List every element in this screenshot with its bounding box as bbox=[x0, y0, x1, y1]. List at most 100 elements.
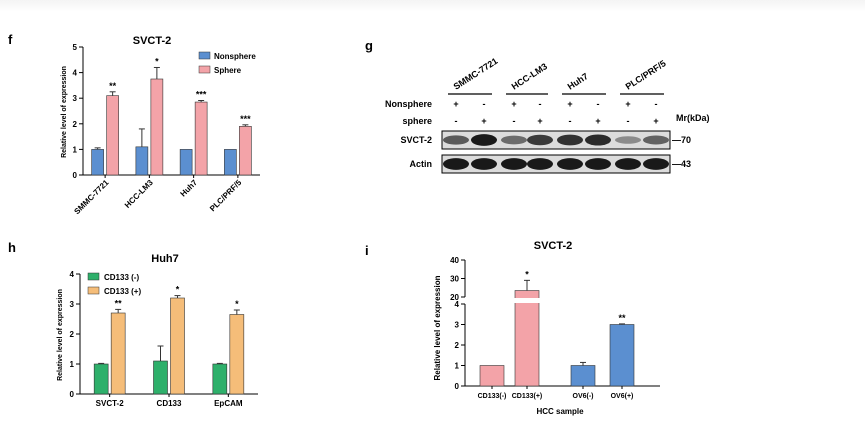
bar-nonsphere-plc-prf-5 bbox=[224, 149, 237, 176]
bar-sphere-hcc-lm3 bbox=[150, 78, 164, 176]
x-axis-label-i: HCC sample bbox=[536, 407, 584, 416]
y-tick-label-f: 3 bbox=[73, 94, 78, 103]
band-actin-lane-6 bbox=[585, 158, 611, 170]
panel-letter-h: h bbox=[8, 240, 16, 255]
bar-sphere-huh7 bbox=[194, 101, 208, 176]
mw-label-svct-2: —70 bbox=[672, 135, 691, 145]
legend-label-cd133-pos: CD133 (+) bbox=[104, 287, 141, 296]
y-tick-label-f: 0 bbox=[73, 171, 78, 180]
cell-line-label-huh7: Huh7 bbox=[566, 71, 590, 92]
panel-f: f SVCT-2 Relative level of expression 0 1… bbox=[8, 32, 260, 216]
significance-plc-prf-5: *** bbox=[240, 114, 251, 124]
chart-title-f: SVCT-2 bbox=[133, 35, 172, 47]
cell-line-label-smmc-7721: SMMC-7721 bbox=[452, 56, 500, 92]
chart-title-h: Huh7 bbox=[151, 253, 179, 265]
band-actin-lane-2 bbox=[471, 158, 497, 170]
band-svct-2-lane-3 bbox=[501, 135, 527, 145]
significance-cd133: * bbox=[176, 285, 180, 295]
significance-svct-2: ** bbox=[115, 298, 123, 308]
y-tick-label-h: 0 bbox=[70, 390, 75, 399]
y-tick-label-f: 5 bbox=[73, 43, 78, 52]
x-tick-label-hcc-lm3: HCC-LM3 bbox=[123, 178, 155, 210]
band-actin-lane-4 bbox=[527, 158, 553, 170]
band-actin-lane-3 bbox=[501, 158, 527, 170]
band-svct-2-lane-2 bbox=[471, 134, 497, 146]
significance-ov6: ** bbox=[618, 313, 626, 323]
y-tick-label-i: 1 bbox=[455, 362, 460, 371]
legend-swatch-sphere bbox=[198, 65, 211, 74]
nonsphere-sign-lane-4: - bbox=[539, 99, 542, 109]
x-tick-label-cd133: CD133 bbox=[157, 399, 182, 408]
blot-label-actin: Actin bbox=[410, 159, 433, 169]
sphere-sign-lane-1: - bbox=[455, 116, 458, 126]
y-tick-label-h: 1 bbox=[70, 360, 75, 369]
significance-cd133: * bbox=[525, 269, 529, 279]
panel-h: h Huh7 Relative level of expression 0 1 2 3… bbox=[8, 240, 258, 408]
y-tick-label-f: 2 bbox=[73, 120, 78, 129]
bar-cd133-svct-2 bbox=[93, 363, 109, 395]
significance-hcc-lm3: * bbox=[155, 56, 159, 66]
x-tick-label-smmc-7721: SMMC-7721 bbox=[72, 178, 111, 217]
band-svct-2-lane-8 bbox=[643, 135, 669, 145]
bar-sphere-plc-prf-5 bbox=[239, 126, 252, 176]
y-axis-label-f: Relative level of expression bbox=[61, 66, 68, 158]
band-actin-lane-5 bbox=[557, 158, 583, 170]
blot-label-svct-2: SVCT-2 bbox=[400, 135, 432, 145]
y-axis-label-i: Relative level of expression bbox=[433, 275, 442, 380]
row-label-sphere: sphere bbox=[402, 116, 432, 126]
mw-label-actin: —43 bbox=[672, 159, 691, 169]
band-svct-2-lane-4 bbox=[527, 134, 553, 146]
legend-h: CD133 (-) CD133 (+) bbox=[87, 272, 141, 296]
nonsphere-sign-lane-8: - bbox=[655, 99, 658, 109]
y-tick-label-i: 30 bbox=[450, 275, 459, 284]
sphere-sign-lane-7: - bbox=[627, 116, 630, 126]
x-tick-label-plc-prf-5: PLC/PRF/5 bbox=[208, 178, 244, 214]
legend-label-sphere: Sphere bbox=[214, 66, 242, 75]
panel-i: i SVCT-2 Relative level of expression HC… bbox=[365, 240, 660, 416]
chart-title-i: SVCT-2 bbox=[534, 240, 573, 252]
cell-line-label-plc-prf-5: PLC/PRF/5 bbox=[624, 58, 668, 91]
top-crop-strip bbox=[0, 0, 865, 12]
bar-ov6 bbox=[609, 324, 635, 387]
y-tick-label-i: 20 bbox=[450, 293, 459, 302]
bar-cd133-cd133 bbox=[153, 360, 168, 395]
band-actin-lane-7 bbox=[615, 158, 641, 170]
panel-letter-f: f bbox=[8, 32, 13, 47]
bar-cd133-epcam bbox=[229, 314, 245, 395]
cell-line-label-hcc-lm3: HCC-LM3 bbox=[510, 61, 549, 91]
legend-swatch-nonsphere bbox=[198, 51, 211, 60]
y-tick-label-i: 0 bbox=[455, 382, 460, 391]
x-tick-label-svct-2: SVCT-2 bbox=[96, 399, 125, 408]
bar-nonsphere-hcc-lm3 bbox=[135, 146, 149, 176]
legend-label-cd133-neg: CD133 (-) bbox=[104, 273, 139, 282]
y-tick-label-i: 4 bbox=[455, 300, 460, 309]
bar-nonsphere-huh7 bbox=[179, 149, 193, 176]
x-tick-label-ov6: OV6(-) bbox=[573, 393, 594, 400]
bar-sphere-smmc-7721 bbox=[106, 95, 119, 176]
bar-nonsphere-smmc-7721 bbox=[91, 149, 104, 176]
bar-cd133 bbox=[479, 365, 505, 387]
y-tick-label-i: 2 bbox=[455, 341, 460, 350]
panel-letter-g: g bbox=[365, 38, 373, 53]
x-tick-label-epcam: EpCAM bbox=[214, 399, 243, 408]
bar-cd133-svct-2 bbox=[110, 312, 126, 395]
significance-smmc-7721: ** bbox=[109, 81, 117, 91]
x-tick-label-ov6: OV6(+) bbox=[611, 393, 634, 400]
band-actin-lane-1 bbox=[443, 158, 469, 170]
x-tick-label-cd133: CD133(+) bbox=[512, 393, 543, 400]
mr-kda-label: Mr(kDa) bbox=[676, 113, 710, 123]
significance-huh7: *** bbox=[196, 90, 207, 100]
band-svct-2-lane-7 bbox=[615, 136, 641, 144]
significance-epcam: * bbox=[235, 299, 239, 309]
sphere-sign-lane-6: + bbox=[595, 116, 600, 126]
y-tick-label-h: 2 bbox=[70, 330, 75, 339]
blot-frame-actin bbox=[441, 154, 671, 174]
y-tick-label-i: 3 bbox=[455, 321, 460, 330]
nonsphere-sign-lane-2: - bbox=[483, 99, 486, 109]
bar-cd133 bbox=[514, 290, 540, 387]
axis-break-gap bbox=[514, 298, 540, 303]
bar-ov6 bbox=[570, 365, 596, 387]
nonsphere-sign-lane-1: + bbox=[453, 99, 458, 109]
legend-f: Nonsphere Sphere bbox=[198, 51, 256, 75]
